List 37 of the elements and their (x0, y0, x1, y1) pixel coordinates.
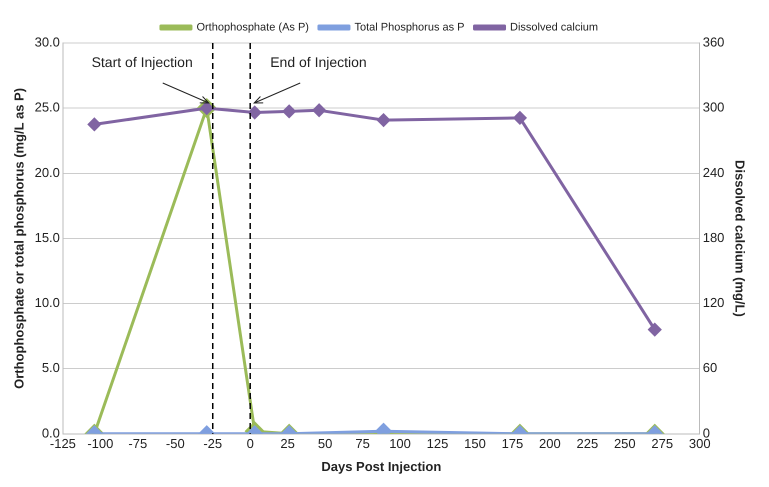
x-tick-label: 100 (389, 436, 411, 452)
y-tick-label: 15.0 (34, 230, 60, 245)
y2-tick-label: 120 (702, 295, 724, 310)
x-axis-title: Days Post Injection (321, 458, 442, 474)
y-tick-label: 20.0 (34, 164, 60, 180)
x-tick-label: -50 (166, 436, 185, 452)
x-tick-label: 175 (502, 436, 524, 452)
x-tick-label: 0 (246, 436, 254, 452)
x-tick-label: 250 (614, 436, 636, 452)
x-tick-label: 225 (576, 436, 598, 452)
y-tick-label: 5.0 (42, 360, 60, 376)
ref-line-label: Start of Injection (92, 54, 193, 70)
x-tick-label: 50 (318, 436, 332, 452)
legend-label: Orthophosphate (As P) (196, 22, 309, 34)
x-tick-label: 75 (355, 436, 370, 452)
y2-tick-label: 360 (702, 34, 724, 50)
y-tick-label: 30.0 (34, 34, 60, 50)
y2-tick-label: 300 (702, 100, 724, 115)
y2-tick-label: 60 (702, 360, 718, 376)
x-tick-label: -100 (87, 436, 114, 452)
y2-tick-label: 240 (702, 164, 724, 180)
legend-label: Dissolved calcium (510, 22, 598, 34)
y-tick-label: 25.0 (34, 100, 60, 115)
x-tick-label: 150 (464, 436, 486, 452)
x-tick-label: 275 (651, 436, 674, 452)
x-tick-label: 125 (426, 436, 448, 452)
x-tick-label: 25 (280, 436, 295, 452)
y2-axis-title: Dissolved calcium (mg/L) (732, 160, 748, 317)
x-tick-label: -25 (203, 436, 222, 452)
x-tick-label: -75 (128, 436, 148, 452)
ref-line-label: End of Injection (270, 54, 367, 70)
y-tick-label: 10.0 (34, 295, 60, 310)
x-tick-label: 200 (539, 436, 561, 452)
y-tick-label: 0.0 (42, 425, 60, 440)
legend-label: Total Phosphorus as P (354, 22, 465, 34)
y-axis-title: Orthophosphate or total phosphorus (mg/L as P) (11, 88, 26, 389)
y2-tick-label: 180 (702, 230, 724, 245)
